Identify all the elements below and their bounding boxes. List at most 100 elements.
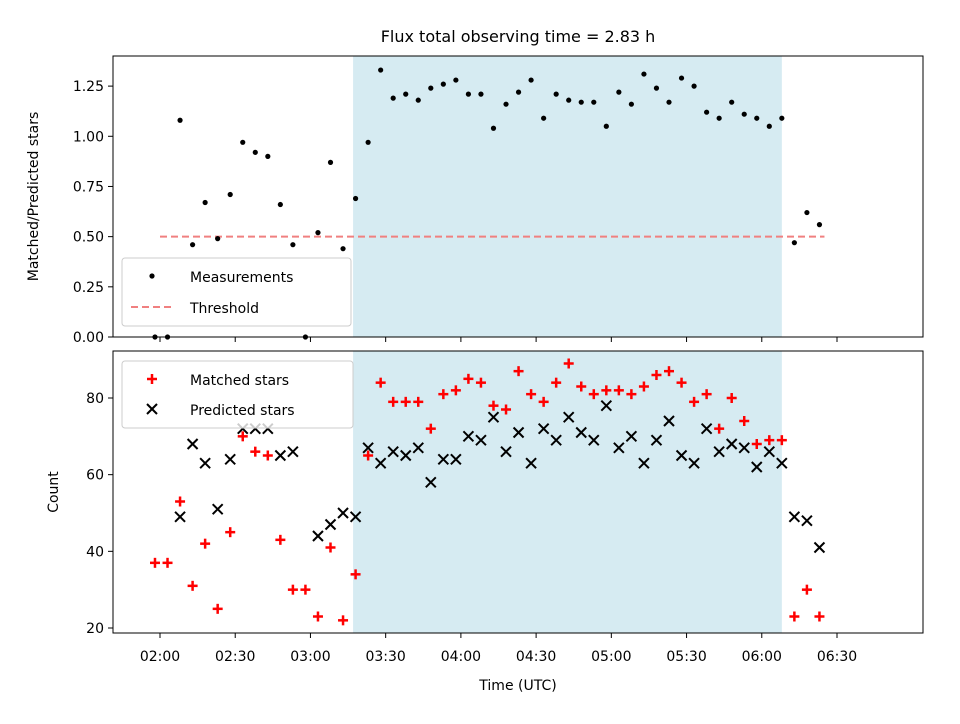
measurement-point: [352, 195, 359, 202]
predicted-star-point: [450, 453, 462, 466]
matched-star-point: [551, 377, 562, 388]
measurement-points: [152, 67, 823, 340]
measurement-legend-label: Measurements: [190, 270, 293, 286]
matched-star-point: [814, 611, 825, 622]
matched-star-point: [237, 431, 248, 442]
measurement-point: [678, 75, 685, 81]
matched-star-point: [300, 584, 311, 595]
top-y-tick-label: 0.75: [73, 179, 104, 195]
bottom-plot-frame: [112, 350, 924, 634]
predicted-star-point: [224, 453, 236, 466]
bottom-y-tick-label: 20: [86, 621, 104, 637]
matched-star-point: [225, 527, 236, 538]
top-y-axis-ticks: 0.00 0.25 0.50 0.75 1.00 1.25: [73, 79, 113, 346]
bottom-x-axis-ticks: 02:00 02:30 03:00 03:30 04:00 04:30 05:00 05:30…: [140, 633, 857, 665]
matched-star-point: [363, 450, 374, 461]
predicted-star-point: [199, 457, 211, 469]
x-tick-label: 04:00: [441, 649, 481, 665]
matched-star-point: [764, 435, 775, 446]
predicted-star-point: [675, 449, 688, 462]
chart-title: Flux total observing time = 2.83 h: [381, 27, 656, 46]
predicted-star-point: [312, 530, 324, 542]
top-panel: 0.00 0.25 0.50 0.75 1.00 1.25 Matched/Predict…: [26, 55, 924, 346]
bottom-y-axis-label: Count: [46, 471, 62, 513]
matched-star-point: [513, 366, 524, 377]
matched-star-point: [400, 396, 411, 407]
predicted-star-point: [788, 511, 801, 523]
matched-star-point: [664, 366, 675, 377]
measurement-point: [390, 95, 396, 101]
matched-star-point: [739, 416, 750, 426]
top-legend: Measurements Threshold: [121, 257, 352, 327]
matched-star-point: [162, 557, 173, 568]
bottom-y-tick-label: 40: [86, 544, 104, 560]
measurement-point: [779, 115, 785, 121]
measurement-point: [578, 99, 584, 105]
matched-legend-marker: [147, 374, 157, 384]
x-tick-label: 05:30: [666, 649, 706, 665]
predicted-star-point: [374, 457, 387, 469]
measurement-point: [227, 191, 233, 198]
predicted-legend-marker: [146, 403, 158, 415]
measurement-point: [315, 230, 321, 236]
bottom-shaded-region: [353, 351, 782, 633]
predicted-star-point: [362, 442, 374, 454]
matched-star-point: [601, 385, 612, 396]
matched-star-points: [149, 358, 825, 626]
matched-star-point: [338, 615, 349, 626]
x-tick-label: 02:30: [215, 649, 255, 665]
measurement-point: [189, 242, 196, 248]
predicted-star-point: [751, 461, 763, 473]
matched-star-point: [275, 534, 286, 545]
measurement-point: [553, 91, 559, 97]
bottom-legend: Matched stars Predicted stars: [121, 360, 354, 429]
measurement-point: [252, 149, 258, 155]
top-y-tick-label: 1.25: [73, 79, 104, 95]
measurement-point: [240, 139, 246, 145]
matched-star-point: [325, 542, 336, 553]
predicted-star-point: [462, 430, 475, 443]
predicted-legend-label: Predicted stars: [190, 403, 295, 419]
top-y-axis-label: Matched/Predicted stars: [26, 112, 42, 282]
top-y-tick-label: 1.00: [73, 129, 104, 145]
measurement-point: [340, 246, 346, 252]
matched-star-point: [187, 580, 198, 591]
matched-star-point: [312, 611, 323, 622]
predicted-star-point: [425, 476, 437, 489]
matched-star-point: [212, 603, 223, 614]
predicted-star-point: [525, 457, 537, 469]
measurement-point: [378, 67, 384, 73]
predicted-star-point: [575, 426, 587, 439]
matched-star-point: [801, 584, 812, 595]
matched-star-point: [701, 389, 712, 400]
bottom-y-tick-label: 60: [86, 468, 104, 484]
measurement-point: [754, 115, 760, 121]
matched-star-point: [576, 381, 587, 392]
predicted-star-point: [725, 438, 738, 450]
measurement-point: [215, 236, 221, 242]
x-tick-label: 04:30: [516, 649, 556, 665]
predicted-star-point: [650, 434, 663, 446]
matched-star-point: [626, 389, 637, 400]
matched-star-point: [175, 496, 186, 507]
predicted-star-point: [387, 445, 399, 458]
matched-star-point: [676, 377, 687, 388]
matched-star-point: [287, 584, 298, 595]
matched-star-point: [613, 385, 624, 396]
measurement-point: [591, 99, 597, 105]
matched-star-point: [588, 389, 599, 400]
predicted-star-point: [287, 445, 299, 458]
measurement-point: [766, 123, 772, 129]
x-axis-label: Time (UTC): [478, 678, 556, 694]
predicted-star-point: [763, 445, 776, 458]
matched-star-point: [689, 396, 700, 407]
matched-star-point: [726, 393, 737, 403]
measurement-point: [440, 81, 446, 87]
predicted-star-points: [174, 399, 826, 554]
measurement-point: [453, 77, 459, 83]
measurement-point: [327, 159, 334, 165]
predicted-star-point: [487, 411, 500, 423]
matched-star-point: [413, 396, 424, 407]
measurement-point: [503, 101, 509, 107]
predicted-star-point: [813, 541, 826, 554]
